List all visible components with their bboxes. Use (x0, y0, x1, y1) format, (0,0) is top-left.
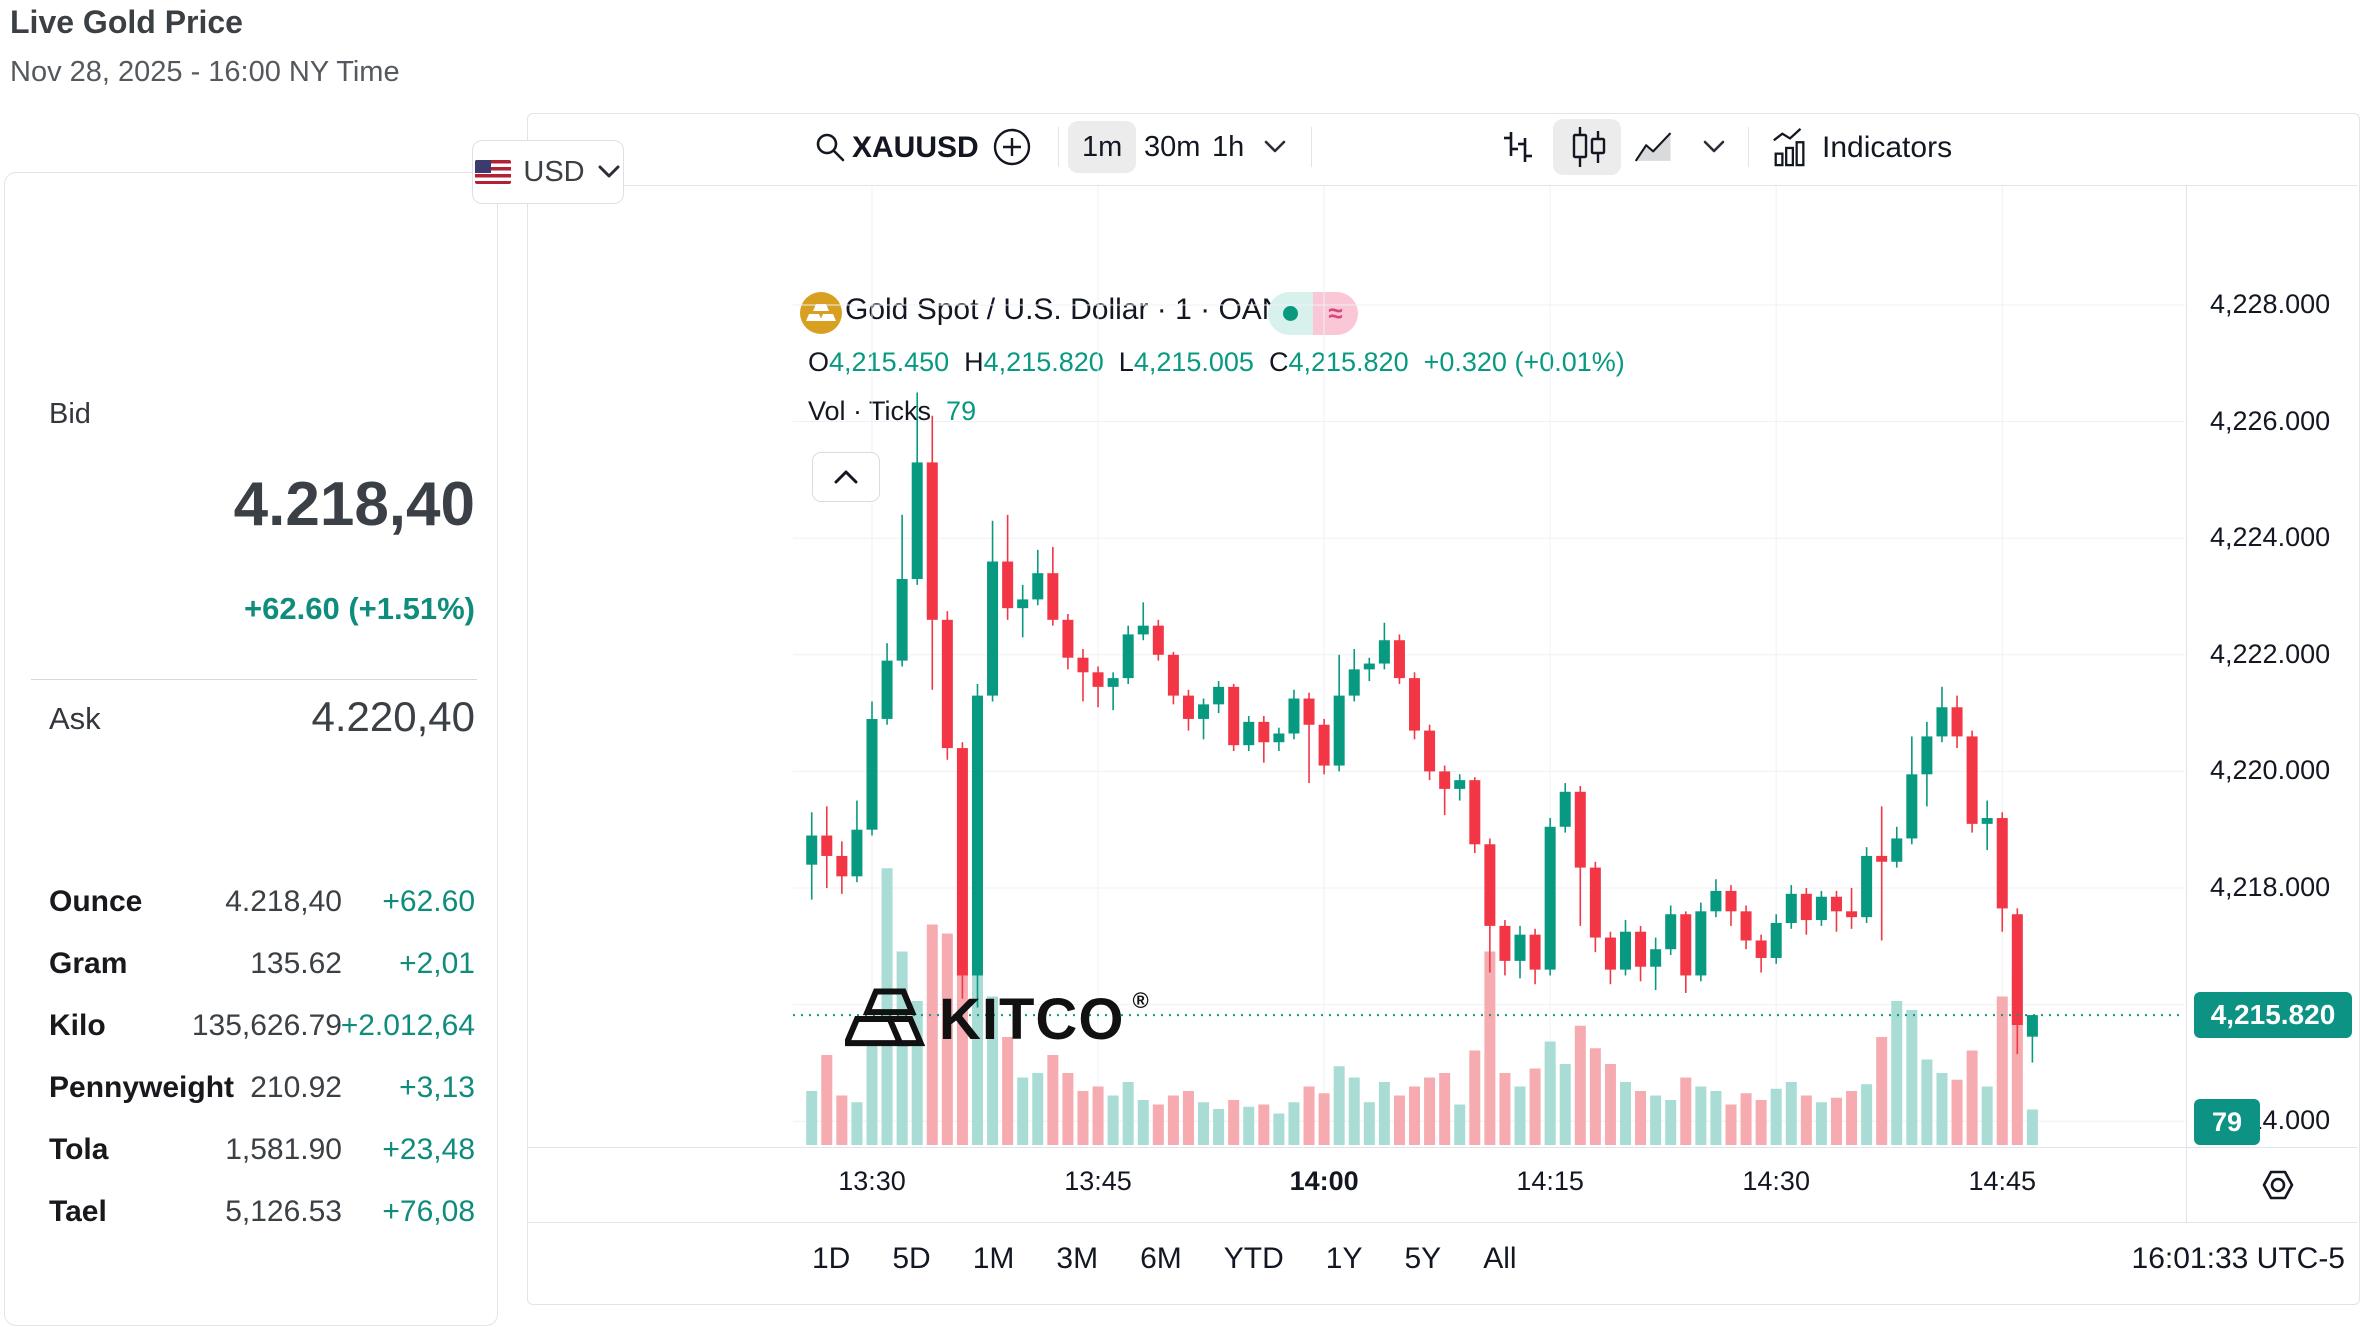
unit-change: +3,13 (399, 1071, 475, 1104)
unit-label: Tola (49, 1133, 109, 1166)
unit-row-kilo: Kilo 135,626.79 +2.012,64 (49, 1009, 475, 1071)
unit-row-pennyweight: Pennyweight 210.92 +3,13 (49, 1071, 475, 1133)
unit-value: 4.218,40 (225, 885, 342, 918)
time-axis-label: 14:45 (1968, 1166, 2037, 1196)
gold-symbol-icon (799, 291, 843, 335)
price-axis-label: 4,222.000 (2210, 638, 2331, 669)
page-title: Live Gold Price (10, 4, 243, 40)
price-axis-divider (2186, 186, 2187, 1222)
range-button-6m[interactable]: 6M (1140, 1242, 1182, 1275)
price-axis-label: 4,218.000 (2210, 872, 2331, 902)
unit-value: 210.92 (250, 1071, 342, 1104)
last-price-tag: 4,215.820 (2194, 992, 2352, 1039)
unit-value: 5,126.53 (225, 1195, 342, 1228)
area-chart-type-icon[interactable] (1634, 127, 1674, 167)
bid-change: +62.60 (+1.51%) (244, 591, 475, 626)
ask-label: Ask (49, 701, 101, 736)
chevron-down-icon (598, 165, 620, 178)
unit-change: +2,01 (399, 947, 475, 980)
unit-change: +76,08 (382, 1195, 475, 1228)
unit-label: Kilo (49, 1009, 106, 1042)
unit-row-tael: Tael 5,126.53 +76,08 (49, 1195, 475, 1257)
volume-readout: Vol · Ticks 79 (808, 396, 977, 426)
price-axis-label: 4,228.000 (2210, 289, 2331, 319)
range-button-ytd[interactable]: YTD (1223, 1242, 1284, 1275)
price-axis-label: 4,224.000 (2210, 522, 2331, 553)
bid-price: 4.218,40 (233, 470, 475, 539)
toolbar-separator (1058, 127, 1059, 167)
range-button-all[interactable]: All (1483, 1242, 1517, 1275)
compare-add-icon[interactable] (992, 127, 1032, 167)
unit-value: 1,581.90 (225, 1133, 342, 1166)
unit-label: Gram (49, 947, 128, 980)
chart-clock: 16:01:33 UTC-5 (2131, 1242, 2345, 1275)
toolbar-divider (528, 185, 2357, 186)
currency-selector[interactable]: USD (472, 140, 624, 204)
time-axis-label: 13:45 (1064, 1166, 1132, 1196)
ask-price: 4.220,40 (311, 693, 476, 740)
range-button-5y[interactable]: 5Y (1404, 1242, 1442, 1275)
axis-settings-gear-icon[interactable] (2258, 1165, 2298, 1205)
search-icon[interactable] (810, 127, 850, 167)
unit-change: +62.60 (382, 885, 475, 918)
market-open-dot-icon (1268, 292, 1313, 335)
toolbar-separator (1311, 127, 1312, 167)
divider (31, 679, 477, 680)
page-subtitle: Nov 28, 2025 - 16:00 NY Time (10, 56, 400, 88)
unit-label: Pennyweight (49, 1071, 235, 1104)
bottom-bar-divider (528, 1222, 2357, 1223)
indicators-icon[interactable] (1770, 127, 1810, 167)
unit-row-tola: Tola 1,581.90 +23,48 (49, 1133, 475, 1195)
quote-card: Bid 4.218,40 +62.60 (+1.51%) Ask 4.220,4… (4, 172, 498, 1326)
unit-label: Ounce (49, 885, 143, 918)
time-axis-label: 14:30 (1742, 1166, 1810, 1196)
unit-value: 135.62 (250, 947, 342, 980)
interval-button-30m[interactable]: 30m (1144, 130, 1201, 163)
us-flag-icon (475, 160, 512, 184)
time-axis-label: 14:15 (1516, 1166, 1584, 1196)
legend-title: Gold Spot / U.S. Dollar · 1 · OANDA (845, 293, 1326, 326)
bars-chart-type-icon[interactable] (1497, 127, 1537, 167)
range-button-3m[interactable]: 3M (1056, 1242, 1099, 1275)
last-volume-tag: 79 (2194, 1099, 2260, 1145)
chart-type-chevron-icon[interactable] (1697, 127, 1731, 167)
unit-row-ounce: Ounce 4.218,40 +62.60 (49, 885, 475, 947)
candles-chart-type-icon[interactable] (1568, 127, 1608, 167)
symbol-search-button[interactable]: XAUUSD (852, 131, 979, 164)
unit-change: +23,48 (382, 1133, 475, 1166)
price-axis-label: 4,226.000 (2210, 405, 2331, 436)
interval-button-1m[interactable]: 1m (1068, 121, 1137, 173)
unit-change: +2.012,64 (340, 1009, 475, 1042)
interval-chevron-icon[interactable] (1258, 127, 1292, 167)
time-axis-divider (528, 1147, 2357, 1148)
range-button-1y[interactable]: 1Y (1325, 1242, 1363, 1275)
unit-row-gram: Gram 135.62 +2,01 (49, 947, 475, 1009)
range-button-1m[interactable]: 1M (972, 1242, 1015, 1275)
range-button-5d[interactable]: 5D (892, 1242, 931, 1275)
time-axis-label: 14:00 (1289, 1166, 1359, 1196)
interval-button-1h[interactable]: 1h (1212, 130, 1245, 163)
unit-value: 135,626.79 (191, 1009, 342, 1042)
ohlc-readout: O4,215.450 H4,215.820 L4,215.005 C4,215.… (808, 347, 1625, 377)
price-axis-label: 4,220.000 (2210, 755, 2331, 786)
candlestick-plot[interactable] (793, 186, 2185, 1146)
time-axis-label: 13:30 (838, 1166, 906, 1196)
bid-label: Bid (49, 398, 91, 430)
currency-label: USD (523, 155, 585, 188)
unit-label: Tael (49, 1195, 107, 1228)
range-button-1d[interactable]: 1D (812, 1242, 851, 1275)
toolbar-separator (1748, 127, 1749, 167)
legend-collapse-button[interactable] (812, 452, 880, 502)
date-range-buttons: 1D 5D 1M 3M 6M YTD 1Y 5Y All (806, 1238, 1523, 1280)
indicators-button[interactable]: Indicators (1822, 131, 1953, 164)
